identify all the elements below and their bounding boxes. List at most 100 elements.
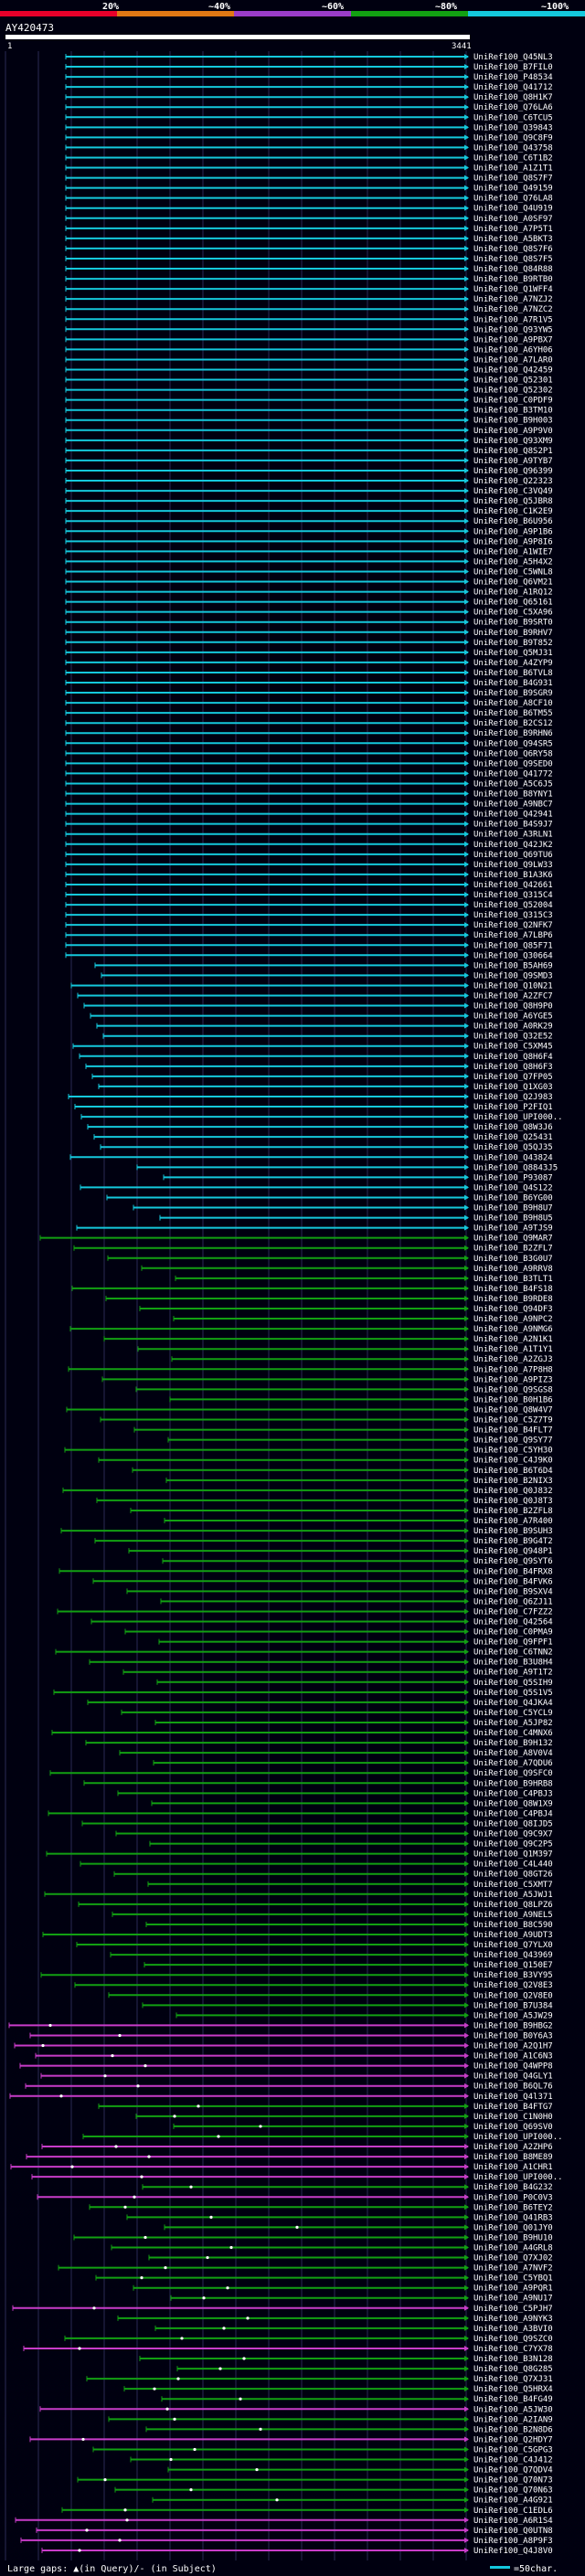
hit-label[interactable]: UniRef100_A9T1T2 — [473, 1669, 553, 1678]
hit-label[interactable]: UniRef100_Q1XG03 — [473, 1083, 553, 1092]
hit-row[interactable]: UniRef100_B2NIX3 — [165, 1477, 553, 1486]
hit-label[interactable]: UniRef100_Q315C3 — [473, 911, 553, 920]
hit-row[interactable]: UniRef100_A4GRL8 — [111, 2244, 553, 2253]
hit-row[interactable]: UniRef100_Q5JBR8 — [65, 497, 553, 506]
hit-row[interactable]: UniRef100_Q32E52 — [102, 1033, 553, 1042]
hit-label[interactable]: UniRef100_Q4JKA4 — [473, 1699, 553, 1708]
hit-label[interactable]: UniRef100_A9PIZ3 — [473, 1375, 553, 1384]
hit-row[interactable]: UniRef100_Q01JY0 — [164, 2223, 553, 2232]
hit-label[interactable]: UniRef100_A2IAN9 — [473, 2415, 553, 2424]
hit-label[interactable]: UniRef100_A1WIE7 — [473, 547, 553, 557]
hit-label[interactable]: UniRef100_Q9SY77 — [473, 1436, 553, 1446]
hit-label[interactable]: UniRef100_C5XMT7 — [473, 1881, 553, 1890]
hit-label[interactable]: UniRef100_Q45NL3 — [473, 53, 553, 62]
hit-label[interactable]: UniRef100_Q9SFC0 — [473, 1769, 553, 1778]
hit-row[interactable]: UniRef100_A1RQ12 — [65, 588, 553, 598]
hit-label[interactable]: UniRef100_Q8H6F4 — [473, 1053, 553, 1062]
hit-row[interactable]: UniRef100_Q9SZC0 — [64, 2335, 553, 2344]
hit-row[interactable]: UniRef100_Q8GT26 — [113, 1871, 553, 1880]
hit-row[interactable]: UniRef100_Q76LA8 — [65, 195, 553, 204]
hit-label[interactable]: UniRef100_A7NZC2 — [473, 305, 553, 314]
hit-label[interactable]: UniRef100_A7LBP6 — [473, 931, 553, 940]
hit-label[interactable]: UniRef100_Q9C8F9 — [473, 133, 553, 143]
hit-label[interactable]: UniRef100_Q9SMD3 — [473, 971, 553, 981]
hit-label[interactable]: UniRef100_C5Z7T9 — [473, 1416, 553, 1426]
hit-row[interactable]: UniRef100_A5JW29 — [176, 2011, 553, 2020]
hit-label[interactable]: UniRef100_Q5S1V5 — [473, 1689, 553, 1698]
hit-row[interactable]: UniRef100_B2N8D6 — [145, 2425, 553, 2434]
hit-row[interactable]: UniRef100_Q8S7F6 — [65, 245, 553, 254]
hit-label[interactable]: UniRef100_B4G232 — [473, 2183, 553, 2192]
hit-row[interactable]: UniRef100_Q42661 — [65, 881, 553, 890]
hit-label[interactable]: UniRef100_B9RHV7 — [473, 629, 553, 638]
hit-label[interactable]: UniRef100_C5GPG3 — [473, 2445, 553, 2454]
hit-label[interactable]: UniRef100_A6YGE5 — [473, 1012, 553, 1022]
hit-label[interactable]: UniRef100_Q70N73 — [473, 2476, 553, 2486]
hit-row[interactable]: UniRef100_B8C590 — [145, 1921, 553, 1930]
hit-row[interactable]: UniRef100_C4J9K0 — [98, 1457, 553, 1466]
hit-label[interactable]: UniRef100_Q9SZC0 — [473, 2335, 553, 2344]
hit-label[interactable]: UniRef100_A9NBC7 — [473, 800, 553, 810]
hit-label[interactable]: UniRef100_Q7XJ02 — [473, 2254, 553, 2263]
hit-row[interactable]: UniRef100_Q1WFF4 — [65, 285, 553, 294]
hit-row[interactable]: UniRef100_C6TCU5 — [65, 113, 553, 122]
hit-label[interactable]: UniRef100_B6TM55 — [473, 709, 553, 718]
hit-row[interactable]: UniRef100_C6T1B2 — [65, 154, 553, 163]
hit-row[interactable]: UniRef100_Q2V8E0 — [108, 1991, 553, 2000]
hit-row[interactable]: UniRef100_Q9C8F9 — [65, 133, 553, 143]
hit-row[interactable]: UniRef100_Q5HRX4 — [123, 2385, 553, 2394]
hit-row[interactable]: UniRef100_C7YX78 — [23, 2345, 553, 2354]
hit-row[interactable]: UniRef100_A7NZC2 — [65, 305, 553, 314]
hit-row[interactable]: UniRef100_B3VY95 — [40, 1971, 553, 1980]
hit-label[interactable]: UniRef100_Q0J832 — [473, 1487, 553, 1496]
hit-label[interactable]: UniRef100_Q69SV0 — [473, 2123, 553, 2132]
hit-label[interactable]: UniRef100_B7FIL0 — [473, 63, 553, 72]
hit-label[interactable]: UniRef100_Q2V8E0 — [473, 1991, 553, 2000]
hit-label[interactable]: UniRef100_Q42564 — [473, 1618, 553, 1627]
hit-label[interactable]: UniRef100_B3G0U7 — [473, 1255, 553, 1264]
hit-row[interactable]: UniRef100_Q45NL3 — [65, 53, 553, 62]
hit-label[interactable]: UniRef100_C5YBQ1 — [473, 2274, 553, 2284]
hit-row[interactable]: UniRef100_A9NU17 — [170, 2295, 553, 2304]
hit-label[interactable]: UniRef100_B3TM10 — [473, 407, 553, 416]
hit-label[interactable]: UniRef100_B8ME89 — [473, 2153, 553, 2162]
hit-row[interactable]: UniRef100_B8YNY1 — [65, 790, 553, 800]
hit-label[interactable]: UniRef100_B6TVL8 — [473, 669, 553, 678]
hit-row[interactable]: UniRef100_B4FTG7 — [98, 2103, 553, 2112]
hit-label[interactable]: UniRef100_Q8S7F5 — [473, 255, 553, 264]
hit-label[interactable]: UniRef100_B9SXV4 — [473, 1587, 553, 1596]
hit-row[interactable]: UniRef100_A9NPC2 — [173, 1315, 553, 1324]
hit-row[interactable]: UniRef100_Q6ZJ11 — [160, 1597, 553, 1606]
hit-label[interactable]: UniRef100_A9P1B6 — [473, 527, 553, 536]
hit-row[interactable]: UniRef100_A2N1K1 — [103, 1335, 553, 1344]
hit-row[interactable]: UniRef100_A1WIE7 — [65, 547, 553, 557]
hit-row[interactable]: UniRef100_Q9SED0 — [65, 759, 553, 769]
hit-label[interactable]: UniRef100_C0PMA9 — [473, 1628, 553, 1638]
hit-row[interactable]: UniRef100_A7LAR0 — [65, 355, 553, 365]
hit-row[interactable]: UniRef100_A1T1Y1 — [137, 1345, 553, 1354]
hit-label[interactable]: UniRef100_A1RQ12 — [473, 588, 553, 598]
hit-row[interactable]: UniRef100_Q10N21 — [70, 981, 553, 991]
hit-label[interactable]: UniRef100_C4MNX6 — [473, 1729, 553, 1738]
hit-label[interactable]: UniRef100_B9HRB8 — [473, 1779, 553, 1788]
hit-row[interactable]: UniRef100_B2CS12 — [65, 719, 553, 728]
hit-row[interactable]: UniRef100_Q22323 — [65, 477, 553, 486]
hit-row[interactable]: UniRef100_A7R1V5 — [65, 315, 553, 324]
hit-label[interactable]: UniRef100_B3U8H4 — [473, 1659, 553, 1668]
hit-label[interactable]: UniRef100_Q9SYT6 — [473, 1557, 553, 1566]
hit-label[interactable]: UniRef100_C1EDL6 — [473, 2507, 553, 2516]
hit-label[interactable]: UniRef100_Q93YW5 — [473, 325, 553, 334]
hit-row[interactable]: UniRef100_Q0J8T3 — [96, 1497, 553, 1506]
hit-row[interactable]: UniRef100_B6U956 — [65, 517, 553, 526]
hit-label[interactable]: UniRef100_A5JWJ1 — [473, 1891, 553, 1900]
hit-label[interactable]: UniRef100_Q4l371 — [473, 2093, 553, 2102]
hit-label[interactable]: UniRef100_B9HBG2 — [473, 2021, 553, 2030]
hit-label[interactable]: UniRef100_B4G931 — [473, 679, 553, 688]
hit-row[interactable]: UniRef100_B6TVL8 — [65, 669, 553, 678]
hit-row[interactable]: UniRef100_B4FRX8 — [58, 1567, 553, 1576]
hit-label[interactable]: UniRef100_Q52302 — [473, 387, 553, 396]
hit-label[interactable]: UniRef100_Q49159 — [473, 185, 553, 194]
hit-label[interactable]: UniRef100_Q6VM21 — [473, 578, 553, 588]
hit-label[interactable]: UniRef100_Q39843 — [473, 123, 553, 133]
hit-label[interactable]: UniRef100_Q9LW33 — [473, 861, 553, 870]
